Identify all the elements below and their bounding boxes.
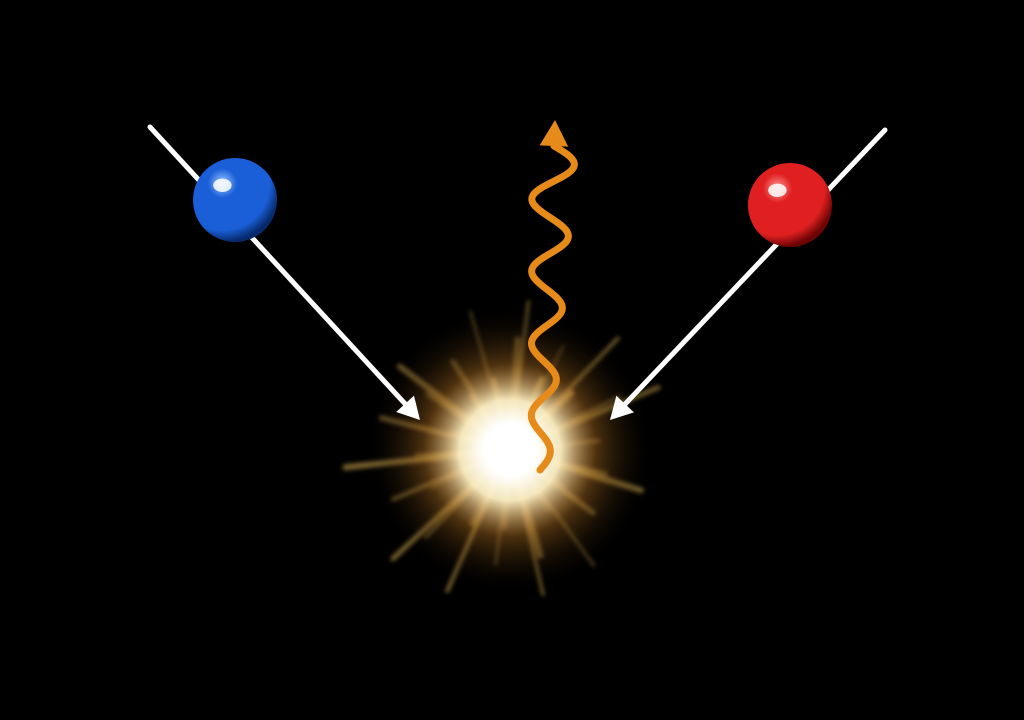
photon-arrowhead: [540, 120, 569, 147]
right-particle-sphere: [748, 163, 832, 247]
collision-core: [486, 426, 534, 474]
collision-diagram: [0, 0, 1024, 720]
diagram-stage: [0, 0, 1024, 720]
left-incoming-arrow: [150, 127, 420, 420]
left-particle-sphere: [193, 158, 277, 242]
right-incoming-arrow: [610, 130, 885, 420]
